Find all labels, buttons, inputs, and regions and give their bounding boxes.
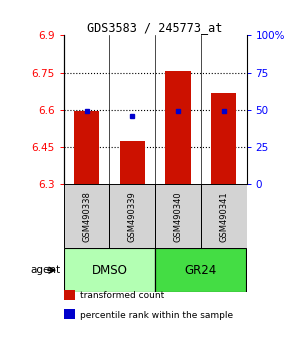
Bar xyxy=(74,110,99,184)
Text: GSM490338: GSM490338 xyxy=(82,191,91,242)
Bar xyxy=(64,184,110,249)
Bar xyxy=(64,249,155,292)
Text: DMSO: DMSO xyxy=(92,264,127,277)
Bar xyxy=(201,184,246,249)
Text: percentile rank within the sample: percentile rank within the sample xyxy=(80,310,233,320)
Bar xyxy=(120,141,145,184)
Text: agent: agent xyxy=(31,265,61,275)
Bar xyxy=(155,249,246,292)
Bar xyxy=(211,93,236,184)
Bar xyxy=(165,71,191,184)
Bar xyxy=(155,184,201,249)
Text: GR24: GR24 xyxy=(185,264,217,277)
Text: transformed count: transformed count xyxy=(80,291,164,300)
Text: GSM490341: GSM490341 xyxy=(219,191,228,242)
Title: GDS3583 / 245773_at: GDS3583 / 245773_at xyxy=(88,21,223,34)
Text: GSM490340: GSM490340 xyxy=(173,191,182,242)
Text: GSM490339: GSM490339 xyxy=(128,191,137,242)
Bar xyxy=(110,184,155,249)
